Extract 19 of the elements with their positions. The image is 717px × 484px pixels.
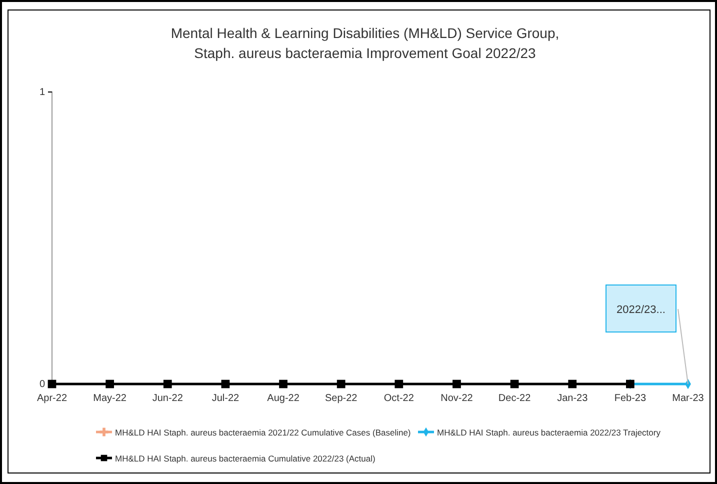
legend-label: MH&LD HAI Staph. aureus bacteraemia Cumulative 2022/23 (Actual) — [115, 454, 376, 464]
x-tick-label: May-22 — [93, 393, 127, 404]
x-tick-label: Apr-22 — [36, 393, 68, 404]
x-tick-label: Jun-22 — [152, 393, 184, 404]
x-tick-label: Jan-23 — [557, 393, 588, 404]
x-tick-label: Sep-22 — [324, 393, 358, 404]
chart-title: Mental Health & Learning Disabilities (MH&LD) Service Group, Staph. aureus bacteraemia Improvement Goal 2022/23 — [170, 25, 560, 61]
legend-label: MH&LD HAI Staph. aureus bacteraemia 2021/22 Cumulative Cases (Baseline) — [115, 428, 411, 438]
x-tick-label: Oct-22 — [384, 393, 414, 404]
x-tick-label: Jul-22 — [212, 393, 240, 404]
annotation: 2022/23... — [616, 304, 666, 316]
legend-label: MH&LD HAI Staph. aureus bacteraemia 2022/23 Trajectory — [437, 428, 662, 438]
y-tick-label: 0 — [39, 379, 46, 390]
x-tick-label: Aug-22 — [267, 393, 300, 404]
x-tick-label: Nov-22 — [440, 393, 474, 404]
x-tick-label: Dec-22 — [498, 393, 532, 404]
y-tick-label: 1 — [39, 87, 46, 98]
x-tick-label: Feb-23 — [614, 393, 646, 404]
x-tick-label: Mar-23 — [672, 393, 704, 404]
